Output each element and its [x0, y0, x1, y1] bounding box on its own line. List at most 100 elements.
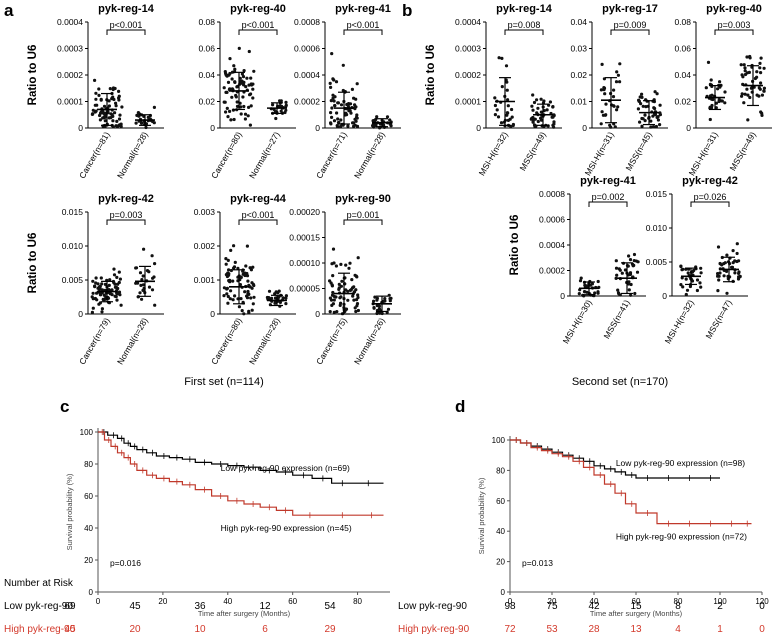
data-point [270, 296, 274, 300]
data-point [144, 125, 148, 130]
data-point [731, 249, 735, 253]
data-point [356, 256, 360, 260]
data-point [103, 119, 107, 123]
risk-row-label: High pyk-reg-90 [398, 624, 470, 635]
data-point [233, 80, 237, 84]
data-point [329, 85, 333, 89]
data-point [226, 258, 230, 262]
data-point [239, 105, 243, 109]
category-label: Cancer(n=80) [209, 316, 244, 366]
y-tick-label: 0 [501, 588, 506, 597]
data-point [114, 124, 118, 128]
data-point [387, 293, 391, 297]
data-point [227, 268, 231, 272]
y-tick-label: 0 [78, 309, 83, 319]
data-point [120, 105, 124, 109]
data-point [222, 86, 226, 90]
data-point [743, 92, 747, 96]
p-value: p=0.003 [110, 210, 143, 220]
data-point [718, 261, 722, 266]
data-point [531, 120, 535, 124]
data-point [251, 96, 255, 100]
data-point [233, 260, 237, 264]
data-point [636, 107, 641, 111]
data-point [249, 76, 253, 80]
p-value: p=0.008 [508, 20, 541, 30]
data-point [111, 86, 116, 90]
data-point [641, 104, 645, 108]
data-point [635, 270, 640, 274]
data-point [332, 310, 336, 314]
data-point [341, 88, 345, 93]
data-point [332, 99, 336, 103]
data-point [531, 108, 535, 112]
y-tick-label: 0.005 [62, 275, 84, 285]
data-point [283, 110, 287, 115]
data-point [600, 62, 604, 66]
data-point [97, 302, 101, 306]
panel-title: pyk-reg-17 [602, 3, 658, 15]
data-point [235, 104, 240, 108]
data-point [640, 124, 644, 128]
data-point [115, 275, 119, 279]
data-point [112, 97, 116, 102]
data-point [493, 113, 497, 117]
y-tick-label: 0.003 [194, 207, 216, 217]
data-point [593, 291, 597, 295]
data-point [114, 295, 118, 299]
y-tick-label: 0 [582, 123, 587, 133]
data-point [762, 89, 766, 93]
data-point [107, 99, 111, 103]
panel-title: pyk-reg-14 [98, 3, 155, 15]
data-point [240, 309, 244, 313]
data-point [117, 89, 121, 93]
y-axis-label: Ratio to U6 [509, 215, 521, 276]
data-point [539, 118, 544, 122]
data-point [499, 121, 504, 125]
data-point [355, 124, 360, 128]
data-point [231, 279, 235, 283]
data-point [111, 279, 116, 284]
data-point [136, 111, 140, 115]
data-point [616, 105, 620, 109]
data-point [330, 52, 334, 56]
data-point [333, 104, 337, 108]
data-point [656, 118, 661, 122]
data-point [742, 63, 746, 67]
data-point [618, 80, 622, 84]
scatter-panel-0: 0 0.0001 0.0002 0.0003 0.0004 pyk-reg-14 p<0.0… [27, 3, 164, 180]
data-point [225, 286, 229, 290]
risk-value: 69 [64, 601, 76, 612]
significance-bracket [343, 29, 383, 35]
data-point [247, 311, 251, 315]
data-point [265, 295, 269, 300]
data-point [699, 285, 703, 289]
y-tick-label: 0.0004 [294, 70, 320, 80]
data-point [273, 296, 278, 300]
data-point [746, 93, 750, 97]
data-point [334, 295, 338, 299]
data-point [230, 87, 234, 91]
data-point [249, 104, 253, 108]
data-point [377, 304, 381, 308]
data-point [90, 310, 94, 314]
risk-value: 10 [194, 624, 206, 635]
data-point [759, 71, 763, 75]
data-point [247, 105, 251, 109]
data-point [637, 99, 641, 103]
data-point [336, 101, 340, 105]
data-point [334, 80, 339, 84]
panel-title: pyk-reg-44 [230, 193, 287, 205]
data-point [230, 77, 234, 81]
data-point [532, 123, 537, 127]
data-point [233, 294, 237, 298]
data-point [252, 283, 256, 288]
data-point [506, 104, 510, 108]
p-value: p<0.001 [110, 20, 143, 30]
data-point [239, 112, 243, 116]
data-point [686, 271, 690, 275]
data-point [623, 268, 628, 272]
data-point [496, 115, 501, 119]
data-point [684, 277, 688, 281]
data-point [759, 81, 763, 85]
